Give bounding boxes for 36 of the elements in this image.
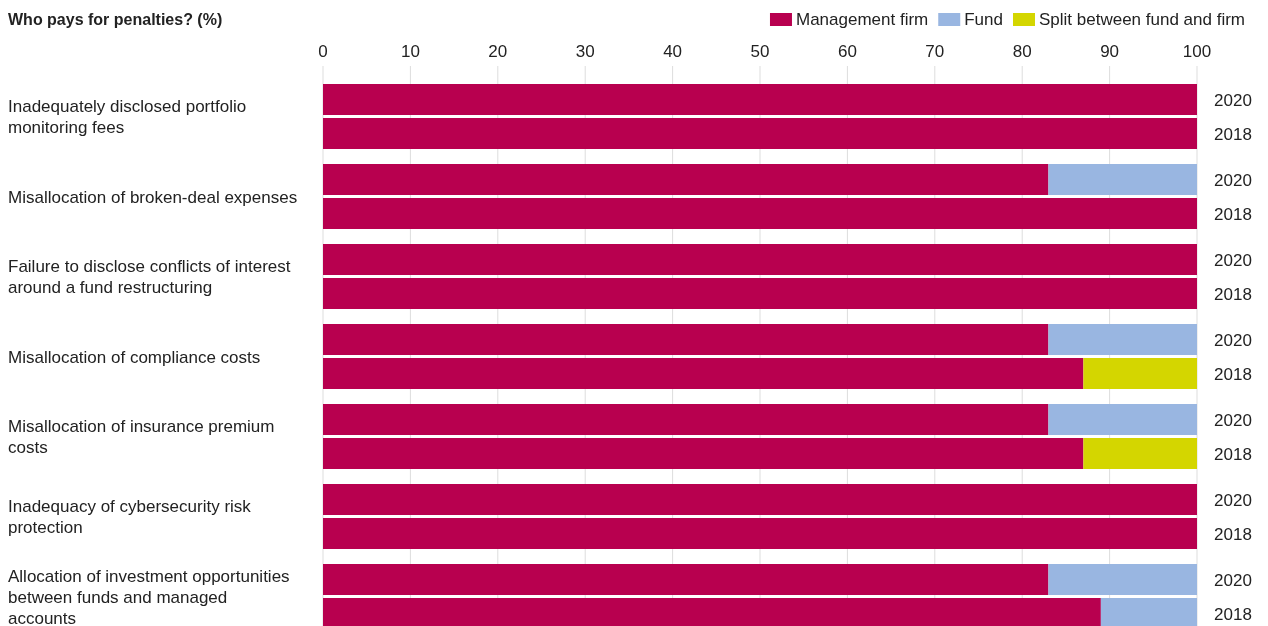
x-tick-label: 50: [750, 42, 770, 61]
legend-label: Management firm: [795, 10, 929, 29]
x-tick-label: 80: [1012, 42, 1032, 61]
y-tick-label: 2018: [1214, 284, 1252, 304]
text: Misallocation of broken-deal expenses: [8, 187, 298, 207]
x-tick-label: 30: [575, 42, 595, 61]
y-tick-label: 2020: [1214, 490, 1252, 510]
y-tick-label: 2020: [1214, 410, 1252, 430]
x-tick-label: 100: [1182, 42, 1212, 61]
text: Inadequately disclosed portfolio monitoring fees: [8, 97, 247, 137]
text: Misallocation of insurance premium costs: [8, 417, 275, 457]
x-tick-label: 60: [837, 42, 857, 61]
x-tick-label: 20: [488, 42, 508, 61]
y-tick-label: 2020: [1214, 330, 1252, 350]
y-tick-label: 2020: [1214, 90, 1252, 110]
text: Allocation of investment opportunities between funds and managed accounts: [8, 566, 290, 626]
legend-label: Fund: [964, 10, 1003, 29]
y-tick-label: 2020: [1214, 570, 1252, 590]
y-tick-label: 2018: [1214, 124, 1252, 144]
text: Failure to disclose conflicts of interest around a fund restructuring: [8, 257, 291, 297]
text: Inadequacy of cybersecurity risk protection: [8, 497, 252, 537]
y-tick-label: 2018: [1214, 204, 1252, 224]
x-tick-label: 70: [925, 42, 945, 61]
y-tick-label: 2018: [1214, 604, 1252, 624]
x-tick-label: 0: [318, 42, 328, 61]
x-tick-label: 40: [663, 42, 683, 61]
x-tick-label: 10: [400, 42, 420, 61]
y-tick-label: 2018: [1214, 444, 1252, 464]
legend-label: Split between fund and firm: [1038, 10, 1246, 29]
y-tick-label: 2020: [1214, 170, 1252, 190]
x-tick-label: 90: [1100, 42, 1120, 61]
y-tick-label: 2018: [1214, 364, 1252, 384]
y-tick-label: 2020: [1214, 250, 1252, 270]
text: Misallocation of compliance costs: [8, 347, 261, 367]
y-tick-label: 2018: [1214, 524, 1252, 544]
text: Who pays for penalties? (%): [8, 11, 223, 28]
